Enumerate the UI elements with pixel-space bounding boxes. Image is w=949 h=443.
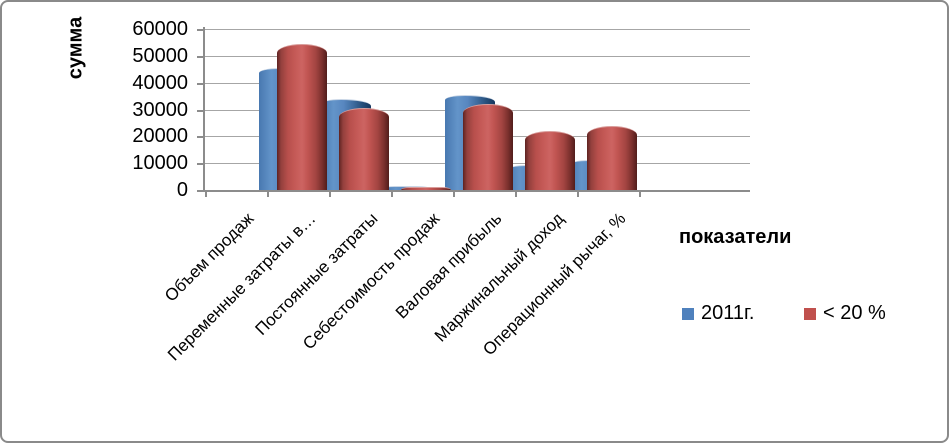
x-tick-mark — [515, 192, 517, 197]
y-tick-label: 40000 — [132, 72, 188, 94]
bar-series-2-cat-2 — [277, 43, 327, 190]
y-tick-label: 20000 — [132, 125, 188, 147]
y-tick-mark — [197, 136, 203, 138]
y-tick-mark — [197, 29, 203, 31]
y-tick-mark — [197, 190, 203, 192]
y-tick-label: 60000 — [132, 18, 188, 40]
grid-line — [204, 56, 750, 57]
x-tick-mark — [639, 192, 641, 197]
x-tick-mark — [577, 192, 579, 197]
legend-item: < 20 % — [804, 302, 886, 325]
y-tick-mark — [197, 83, 203, 85]
x-axis-title: показатели — [679, 226, 792, 248]
legend-swatch-icon — [804, 307, 816, 320]
y-tick-label: 30000 — [132, 99, 188, 121]
y-tick-mark — [197, 163, 203, 165]
y-axis-line — [203, 27, 205, 192]
x-axis-line — [197, 190, 750, 192]
bar-series-2-cat-7 — [587, 126, 637, 190]
y-tick-mark — [197, 110, 203, 112]
y-tick-mark — [197, 56, 203, 58]
x-tick-mark — [205, 192, 207, 197]
legend-label: < 20 % — [823, 302, 886, 324]
x-tick-mark — [391, 192, 393, 197]
x-tick-mark — [267, 192, 269, 197]
legend-item: 2011г. — [682, 302, 754, 325]
y-tick-label: 10000 — [132, 152, 188, 174]
legend-swatch-icon — [682, 307, 694, 320]
bar-series-2-cat-3 — [339, 108, 389, 190]
grid-line — [204, 29, 750, 30]
y-tick-label: 0 — [176, 179, 188, 201]
grid-line — [204, 83, 750, 84]
y-tick-label: 50000 — [132, 45, 188, 67]
bar-series-2-cat-4 — [401, 187, 451, 190]
bar-series-2-cat-5 — [463, 104, 513, 190]
bar-series-2-cat-6 — [525, 130, 575, 190]
legend-label: 2011г. — [701, 302, 755, 324]
x-tick-mark — [453, 192, 455, 197]
x-tick-mark — [329, 192, 331, 197]
